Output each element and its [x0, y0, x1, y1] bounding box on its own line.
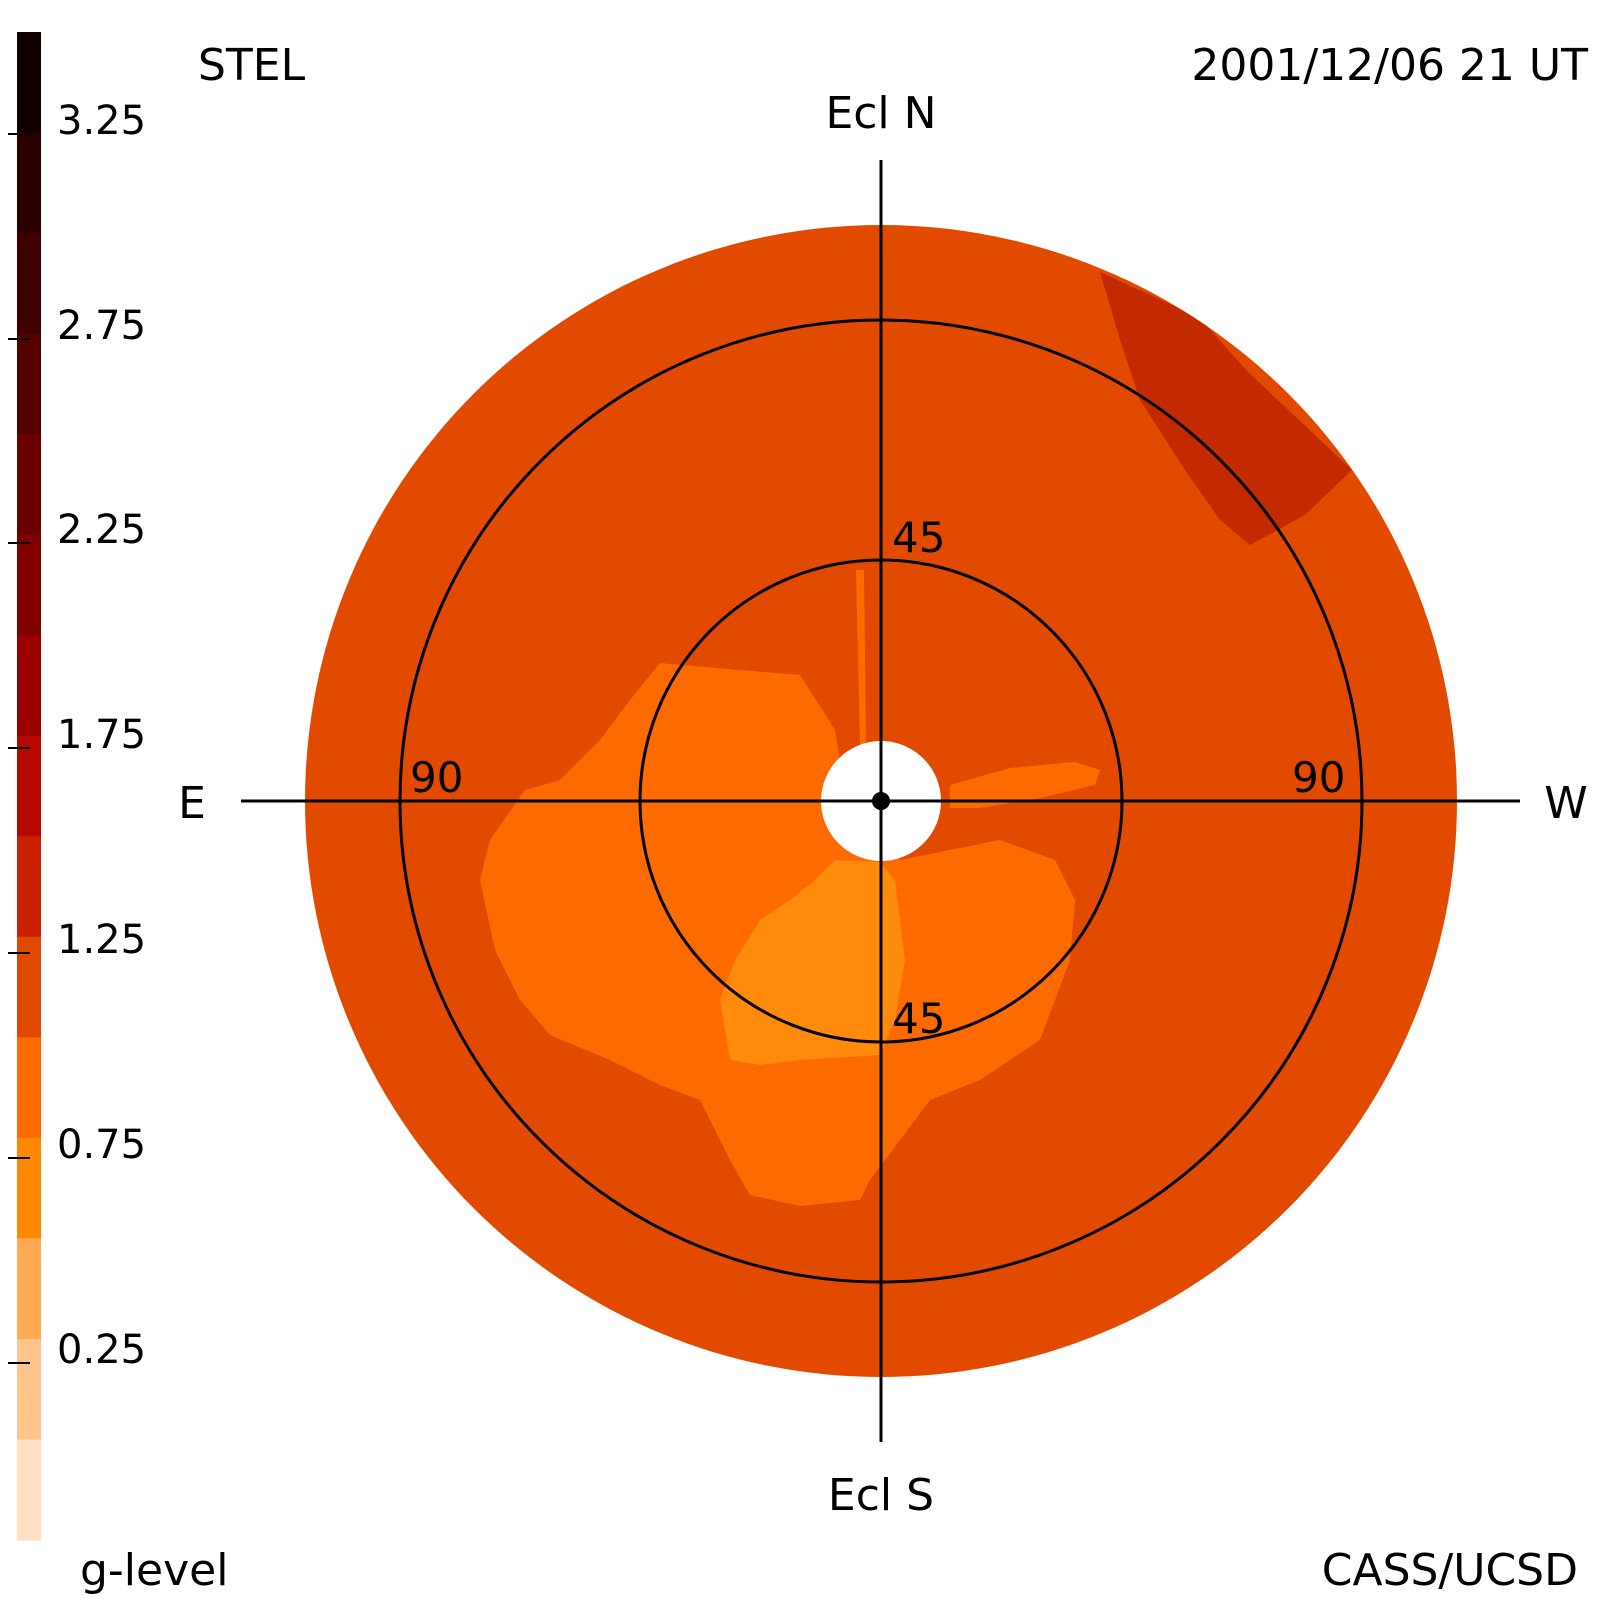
- colorbar-segment: [17, 132, 41, 234]
- ring-label-90-west: 90: [1292, 753, 1345, 802]
- colorbar-tick-label: 0.25: [57, 1327, 146, 1373]
- colorbar-segment: [17, 1037, 41, 1139]
- colorbar-segment: [17, 1439, 41, 1541]
- direction-west: W: [1544, 778, 1588, 829]
- direction-north: Ecl N: [825, 88, 936, 139]
- credit-label: CASS/UCSD: [1322, 1545, 1578, 1596]
- colorbar-segment: [17, 1338, 41, 1440]
- mid-level-streak: [950, 762, 1100, 808]
- timestamp: 2001/12/06 21 UT: [1191, 40, 1588, 91]
- colorbar-segment: [17, 1238, 41, 1340]
- colorbar-tick-label: 1.75: [57, 712, 146, 758]
- ring-label-45-north: 45: [892, 513, 945, 562]
- ring-label-90-east: 90: [410, 753, 463, 802]
- colorbar-segment: [17, 434, 41, 536]
- colorbar-tick-label: 0.75: [57, 1122, 146, 1168]
- colorbar-segment: [17, 836, 41, 938]
- colorbar-segment: [17, 32, 41, 134]
- colorbar-segment: [17, 534, 41, 636]
- colorbar-label: g-level: [80, 1545, 228, 1596]
- colorbar-segment: [17, 233, 41, 335]
- colorbar: [17, 32, 41, 1541]
- direction-south: Ecl S: [828, 1470, 934, 1521]
- instrument-label: STEL: [198, 40, 306, 91]
- colorbar-ticks: [8, 133, 30, 1364]
- colorbar-tick-label: 2.75: [57, 303, 146, 349]
- ring-label-45-south: 45: [892, 994, 945, 1043]
- colorbar-segment: [17, 936, 41, 1038]
- colorbar-tick-label: 3.25: [57, 98, 146, 144]
- high-level-region: [1100, 272, 1352, 545]
- colorbar-segment: [17, 1137, 41, 1239]
- colorbar-segment: [17, 333, 41, 435]
- colorbar-tick-label: 1.25: [57, 917, 146, 963]
- colorbar-tick-label: 2.25: [57, 507, 146, 553]
- colorbar-segment: [17, 635, 41, 737]
- sun-center-marker: [872, 792, 890, 810]
- mid-level-thin-streak: [856, 570, 866, 745]
- direction-east: E: [178, 778, 206, 829]
- colorbar-segment: [17, 735, 41, 837]
